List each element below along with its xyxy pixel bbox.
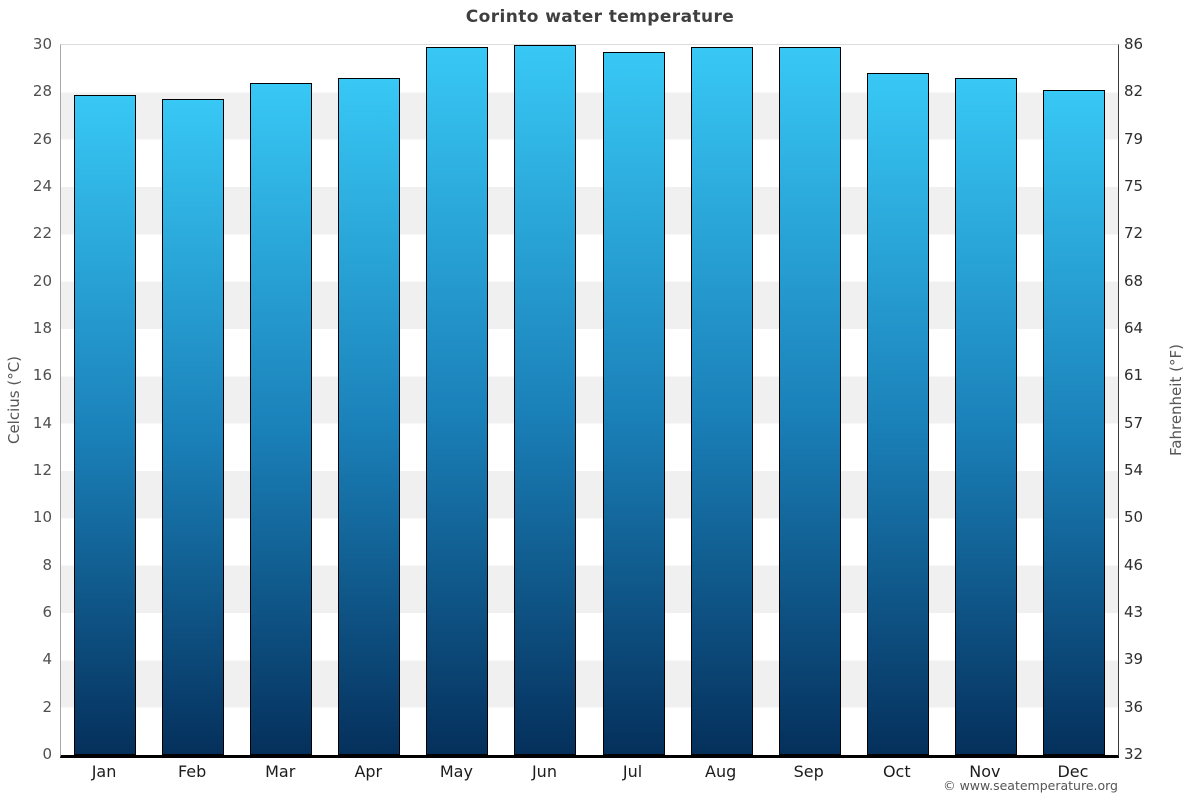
fahrenheit-tick-43: 43 [1124,603,1144,621]
bar-may [426,47,489,755]
celsius-axis-title: Celcius (°C) [5,355,23,445]
bar-mar [250,82,313,755]
fahrenheit-tick-82: 82 [1124,82,1144,101]
bar-jul [602,52,665,755]
fahrenheit-tick-68: 68 [1124,271,1144,290]
celsius-tick-26: 26 [32,129,52,148]
copyright-text: © www.seatemperature.org [943,778,1118,793]
celsius-tick-2: 2 [42,697,52,716]
month-label-jul: Jul [622,762,643,781]
month-label-feb: Feb [177,762,207,781]
month-label-nov: Nov [969,762,1001,781]
bar-dec [1042,89,1105,755]
celsius-tick-24: 24 [32,177,52,195]
celsius-tick-0: 0 [42,745,52,763]
fahrenheit-tick-72: 72 [1124,224,1144,243]
celsius-tick-22: 22 [32,224,52,243]
celsius-axis-ticks: 30 28 26 24 22 20 18 16 14 12 10 8 6 4 2 0 [0,35,52,763]
celsius-tick-8: 8 [42,555,52,574]
month-label-jun: Jun [531,762,557,781]
bar-aug [690,47,753,755]
celsius-tick-20: 20 [32,271,52,290]
fahrenheit-tick-36: 36 [1124,697,1144,716]
month-label-may: May [439,762,473,781]
month-label-jan: Jan [91,762,117,781]
bar-feb [162,99,225,755]
bar-nov [954,78,1017,755]
celsius-tick-4: 4 [42,650,52,669]
bar-sep [778,47,841,755]
celsius-tick-10: 10 [32,508,52,527]
fahrenheit-tick-32: 32 [1124,745,1144,763]
month-label-apr: Apr [354,762,383,781]
bar-jan [74,94,137,755]
celsius-tick-12: 12 [32,461,52,479]
celsius-tick-28: 28 [32,82,52,101]
chart-title: Corinto water temperature [465,7,735,27]
month-label-oct: Oct [882,762,911,781]
month-axis: Jan Feb Mar Apr May Jun Jul Aug Sep Oct Nov Dec [60,762,1117,784]
plot-area [60,44,1119,758]
fahrenheit-tick-75: 75 [1124,177,1144,195]
fahrenheit-tick-86: 86 [1124,35,1144,53]
fahrenheit-tick-39: 39 [1124,650,1144,669]
celsius-tick-6: 6 [42,603,52,621]
celsius-tick-30: 30 [32,35,52,53]
celsius-tick-14: 14 [32,413,52,432]
month-label-sep: Sep [793,762,824,781]
bar-oct [866,73,929,755]
fahrenheit-tick-57: 57 [1124,413,1144,432]
month-label-dec: Dec [1057,762,1089,781]
fahrenheit-tick-46: 46 [1124,555,1144,574]
month-label-mar: Mar [265,762,296,781]
bar-jun [514,45,577,755]
fahrenheit-axis-ticks: 86 82 79 75 72 68 64 61 57 54 50 46 43 39 36 32 [1124,35,1184,763]
fahrenheit-tick-64: 64 [1124,319,1144,337]
celsius-tick-18: 18 [32,319,52,337]
fahrenheit-tick-50: 50 [1124,508,1144,527]
celsius-tick-16: 16 [32,366,52,385]
bar-apr [338,78,401,755]
fahrenheit-axis-title: Fahrenheit (°F) [1167,344,1185,456]
fahrenheit-tick-54: 54 [1124,461,1144,479]
fahrenheit-tick-79: 79 [1124,129,1144,148]
month-label-aug: Aug [705,762,737,781]
bars-container [61,45,1118,755]
fahrenheit-tick-61: 61 [1124,366,1144,385]
